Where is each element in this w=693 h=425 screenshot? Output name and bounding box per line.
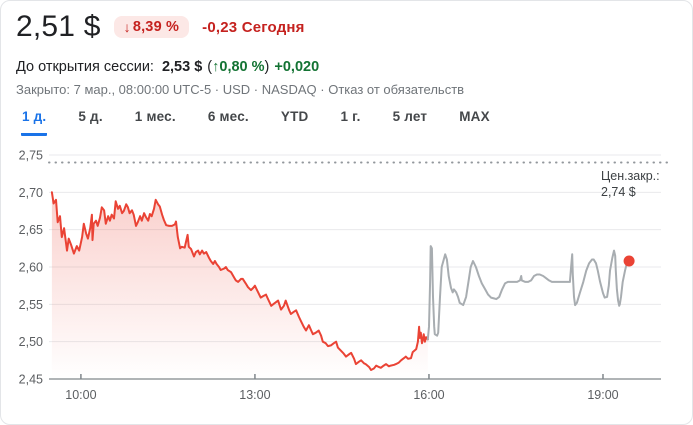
prev-close-label: Цен.закр.: bbox=[601, 169, 660, 183]
y-axis-label: 2,55 bbox=[19, 298, 43, 312]
y-axis-label: 2,65 bbox=[19, 223, 43, 237]
x-axis-label: 13:00 bbox=[239, 388, 270, 402]
y-axis-label: 2,60 bbox=[19, 261, 43, 275]
premarket-row: До открытия сессии: 2,53 $ (↑0,80 %) +0,020 bbox=[16, 59, 319, 75]
tab-5y[interactable]: 5 лет bbox=[392, 109, 428, 124]
tab-6mo[interactable]: 6 мес. bbox=[207, 109, 249, 124]
disclaimer-link[interactable]: Отказ от обязательств bbox=[328, 82, 465, 97]
x-axis-label: 16:00 bbox=[413, 388, 444, 402]
percent-change-value: 8,39 % bbox=[132, 19, 180, 35]
quote-header: 2,51 $ ↓ 8,39 % -0,23 Сегодня bbox=[16, 10, 305, 44]
range-tabs: 1 д. 5 д. 1 мес. 6 мес. YTD 1 г. 5 лет M… bbox=[21, 105, 491, 136]
current-price: 2,51 $ bbox=[16, 10, 101, 43]
last-price-dot bbox=[623, 255, 635, 267]
x-axis-label: 19:00 bbox=[587, 388, 618, 402]
price-chart[interactable]: 2,45 2,50 2,55 2,60 2,65 2,70 2,75 Цен.закр.: 2,… bbox=[1, 141, 693, 425]
market-status-row: Закрыто: 7 мар., 08:00:00 UTC-5 · USD · … bbox=[16, 82, 464, 97]
paren-open: ( bbox=[207, 59, 213, 75]
tab-1mo[interactable]: 1 мес. bbox=[134, 109, 176, 124]
premarket-label: До открытия сессии: bbox=[16, 59, 154, 75]
y-axis-label: 2,45 bbox=[19, 373, 43, 387]
y-axis-label: 2,70 bbox=[19, 186, 43, 200]
today-change: -0,23 Сегодня bbox=[202, 18, 305, 36]
price-chart-svg[interactable]: 2,45 2,50 2,55 2,60 2,65 2,70 2,75 Цен.закр.: 2,… bbox=[1, 141, 693, 425]
percent-change-badge: ↓ 8,39 % bbox=[113, 16, 190, 38]
y-axis-label: 2,75 bbox=[19, 149, 43, 163]
tab-1y[interactable]: 1 г. bbox=[340, 109, 361, 124]
arrow-up-icon: ↑ bbox=[212, 59, 220, 75]
premarket-percent: 0,80 % bbox=[219, 59, 265, 75]
premarket-change: +0,020 bbox=[274, 59, 320, 75]
regular-session-fill bbox=[51, 192, 428, 379]
tab-5d[interactable]: 5 д. bbox=[78, 109, 103, 124]
paren-close: ) bbox=[264, 59, 270, 75]
tab-ytd[interactable]: YTD bbox=[280, 109, 309, 124]
regular-session-line bbox=[50, 191, 429, 371]
after-hours-line bbox=[426, 245, 631, 341]
premarket-price: 2,53 $ bbox=[161, 59, 203, 75]
arrow-down-icon: ↓ bbox=[123, 19, 131, 35]
market-status-text: Закрыто: 7 мар., 08:00:00 UTC-5 · USD · … bbox=[16, 82, 325, 97]
tab-1d[interactable]: 1 д. bbox=[21, 105, 48, 136]
x-axis-label: 10:00 bbox=[65, 388, 96, 402]
tab-max[interactable]: MAX bbox=[459, 109, 490, 124]
prev-close-label: 2,74 $ bbox=[601, 185, 636, 199]
y-axis-label: 2,50 bbox=[19, 335, 43, 349]
